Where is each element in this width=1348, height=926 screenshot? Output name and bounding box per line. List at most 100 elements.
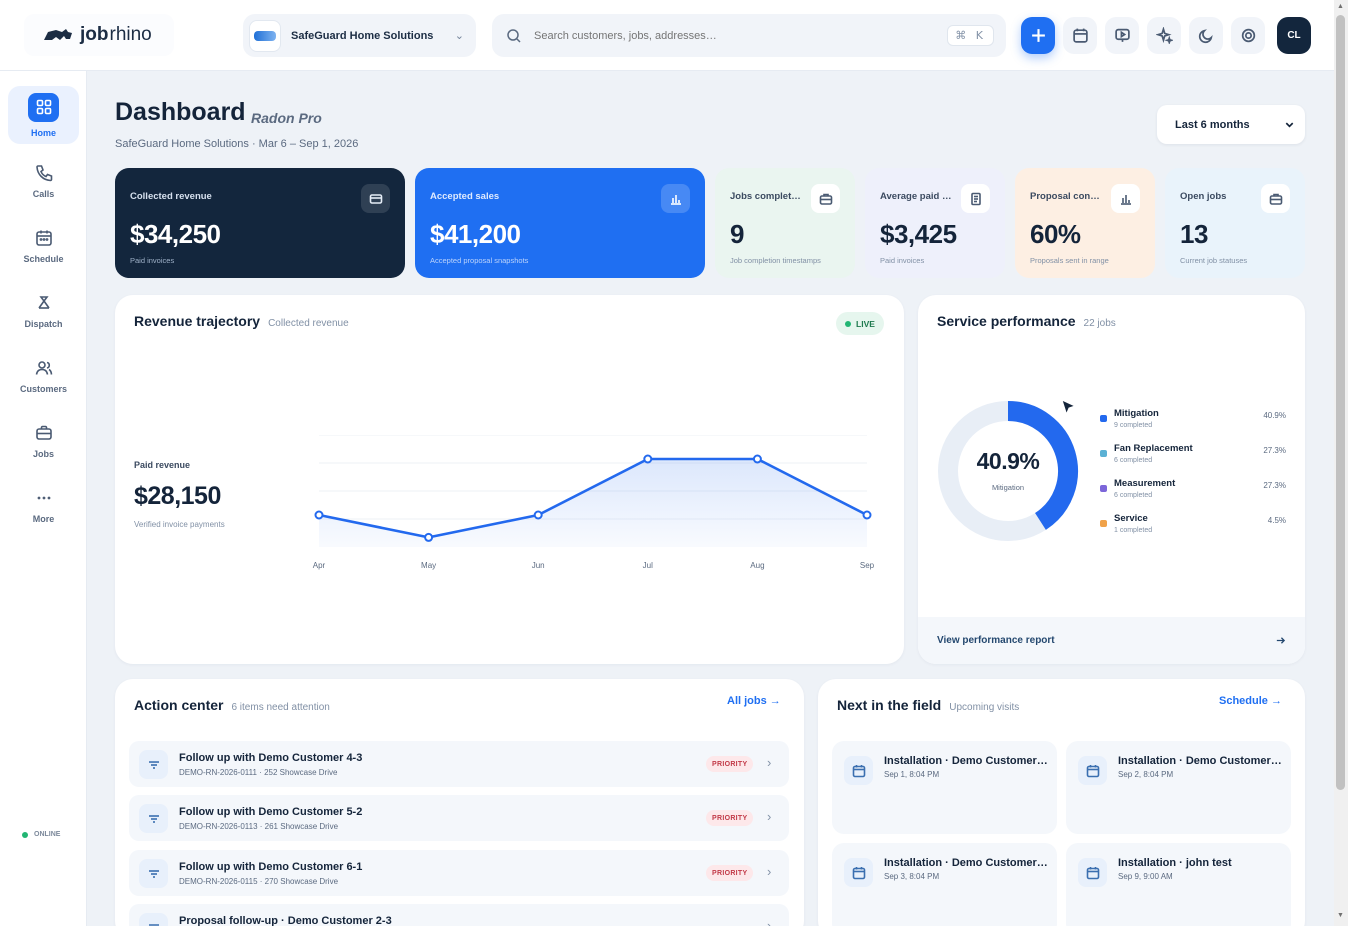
kpi-value: 13 <box>1180 219 1208 249</box>
action-sub: DEMO-RN-2026-0111 · 252 Showcase Drive <box>179 768 338 777</box>
service-panel: Service performance 22 jobs 40.9% Mitiga… <box>918 295 1305 664</box>
kpi-average-paid-job[interactable]: Average paid job $3,425 Paid invoices <box>865 168 1005 278</box>
kpi-accepted-sales[interactable]: Accepted sales $41,200 Accepted proposal… <box>415 168 705 278</box>
sidebar-item-more[interactable]: More <box>8 477 79 535</box>
sidebar: Home Calls Schedule Dispatch Customers J… <box>0 71 87 926</box>
calendar-icon <box>1086 866 1099 879</box>
schedule-link[interactable]: Schedule → <box>1219 695 1282 707</box>
revenue-line <box>318 457 868 539</box>
footer-label: View performance report <box>937 635 1055 646</box>
kpi-open-jobs[interactable]: Open jobs 13 Current job statuses <box>1165 168 1305 278</box>
chart-point[interactable] <box>533 510 543 520</box>
kpi-sub: Paid invoices <box>880 256 925 265</box>
chart-point[interactable] <box>643 454 653 464</box>
date-range-select[interactable]: Last 6 months <box>1157 105 1305 144</box>
calendar-icon <box>852 866 865 879</box>
calendar-button[interactable] <box>1063 17 1097 54</box>
kpi-label: Collected revenue <box>130 191 212 202</box>
sidebar-item-schedule[interactable]: Schedule <box>8 217 79 275</box>
chevron-right-icon: › <box>767 809 772 824</box>
page-meta: SafeGuard Home Solutions · Mar 6 – Sep 1… <box>115 138 359 150</box>
visit-card[interactable]: Installation · john test Sep 9, 9:00 AM <box>1066 843 1291 926</box>
scroll-up-arrow-icon[interactable]: ▲ <box>1337 3 1344 10</box>
legend-count: 6 completed <box>1114 492 1153 499</box>
arrow-right-icon: → <box>769 695 781 707</box>
sidebar-item-jobs[interactable]: Jobs <box>8 412 79 470</box>
legend-item: Fan Replacement 6 completed 27.3% <box>1100 443 1286 473</box>
x-tick-label: Jul <box>643 561 653 570</box>
visit-card[interactable]: Installation · Demo Customer 1-2 Sep 2, … <box>1066 741 1291 834</box>
kpi-jobs-completed[interactable]: Jobs completed 9 Job completion timestam… <box>715 168 855 278</box>
next-in-field-panel: Next in the field Upcoming visits Schedu… <box>818 679 1305 926</box>
sidebar-item-home[interactable]: Home <box>8 86 79 144</box>
kpi-collected-revenue[interactable]: Collected revenue $34,250 Paid invoices <box>115 168 405 278</box>
service-donut-chart <box>938 401 1078 541</box>
sidebar-item-calls[interactable]: Calls <box>8 152 79 210</box>
logo-text-light: rhino <box>109 24 152 45</box>
phone-icon <box>35 165 52 182</box>
donut-center-label: Mitigation <box>991 483 1025 492</box>
sidebar-item-label: Calls <box>32 189 55 199</box>
receipt-icon <box>970 192 981 205</box>
action-sub: DEMO-RN-2026-0115 · 270 Showcase Drive <box>179 877 339 886</box>
x-tick-label: Jun <box>532 561 545 570</box>
live-label: LIVE <box>856 318 875 329</box>
sidebar-item-dispatch[interactable]: Dispatch <box>8 282 79 340</box>
action-row[interactable]: Follow up with Demo Customer 5-2 DEMO-RN… <box>129 795 789 841</box>
all-jobs-link[interactable]: All jobs → <box>727 695 781 707</box>
kpi-sub: Accepted proposal snapshots <box>430 256 529 265</box>
visit-card[interactable]: Installation · Demo Customer 1-1 Sep 1, … <box>832 741 1057 834</box>
kpi-proposal-conversion[interactable]: Proposal conversion 60% Proposals sent i… <box>1015 168 1155 278</box>
chart-point[interactable] <box>424 532 434 542</box>
add-button[interactable] <box>1021 17 1055 54</box>
kpi-sub: Job completion timestamps <box>730 256 821 265</box>
scrollbar-thumb[interactable] <box>1336 15 1345 790</box>
scroll-down-arrow-icon[interactable]: ▼ <box>1337 912 1344 919</box>
date-range-label: Last 6 months <box>1175 118 1250 131</box>
legend-pct: 27.3% <box>1263 481 1286 490</box>
kpi-value: $34,250 <box>130 219 221 249</box>
legend-name: Mitigation <box>1114 408 1159 419</box>
settings-button[interactable] <box>1231 17 1265 54</box>
action-row[interactable]: Follow up with Demo Customer 4-3 DEMO-RN… <box>129 741 789 787</box>
filter-icon <box>148 869 159 878</box>
kpi-sub: Proposals sent in range <box>1030 256 1109 265</box>
bar-chart-icon <box>1120 194 1131 205</box>
users-icon <box>35 361 52 375</box>
visit-title: Installation · Demo Customer 1-3 <box>884 857 1049 869</box>
legend-item: Mitigation 9 completed 40.9% <box>1100 408 1286 438</box>
action-center-panel: Action center 6 items need attention All… <box>115 679 804 926</box>
action-title: Follow up with Demo Customer 4-3 <box>179 752 363 764</box>
visit-card[interactable]: Installation · Demo Customer 1-3 Sep 3, … <box>832 843 1057 926</box>
presentation-button[interactable] <box>1105 17 1139 54</box>
donut-slice-mitigation[interactable] <box>1007 401 1078 530</box>
legend-swatch <box>1100 485 1107 492</box>
sidebar-item-label: Customers <box>19 384 67 394</box>
kpi-label: Jobs completed <box>730 191 802 202</box>
revenue-area <box>319 459 867 547</box>
filter-icon <box>148 923 159 926</box>
dark-mode-toggle[interactable] <box>1189 17 1223 54</box>
legend-swatch <box>1100 415 1107 422</box>
card-icon <box>369 193 382 204</box>
chevron-right-icon: › <box>767 755 772 770</box>
mouse-cursor-icon <box>1061 399 1077 416</box>
user-avatar[interactable]: CL <box>1277 17 1311 54</box>
ai-button[interactable] <box>1147 17 1181 54</box>
action-row[interactable]: Proposal follow-up · Demo Customer 2-3 › <box>129 904 789 926</box>
app-logo[interactable]: job rhino <box>24 14 174 56</box>
chart-point[interactable] <box>862 510 872 520</box>
view-performance-report-link[interactable]: View performance report <box>918 617 1305 664</box>
action-row[interactable]: Follow up with Demo Customer 6-1 DEMO-RN… <box>129 850 789 896</box>
company-selector[interactable]: SafeGuard Home Solutions ⌄ <box>243 14 476 57</box>
chevron-right-icon: › <box>767 864 772 879</box>
page-title: Dashboard <box>115 98 246 126</box>
calendar-icon <box>852 764 865 777</box>
page-scrollbar[interactable]: ▲ ▼ <box>1334 0 1348 926</box>
chart-point[interactable] <box>752 454 762 464</box>
legend-name: Measurement <box>1114 478 1176 489</box>
sidebar-item-customers[interactable]: Customers <box>8 347 79 405</box>
search-input[interactable] <box>534 29 948 42</box>
chart-point[interactable] <box>314 510 324 520</box>
search-bar[interactable]: ⌘ K <box>492 14 1006 57</box>
